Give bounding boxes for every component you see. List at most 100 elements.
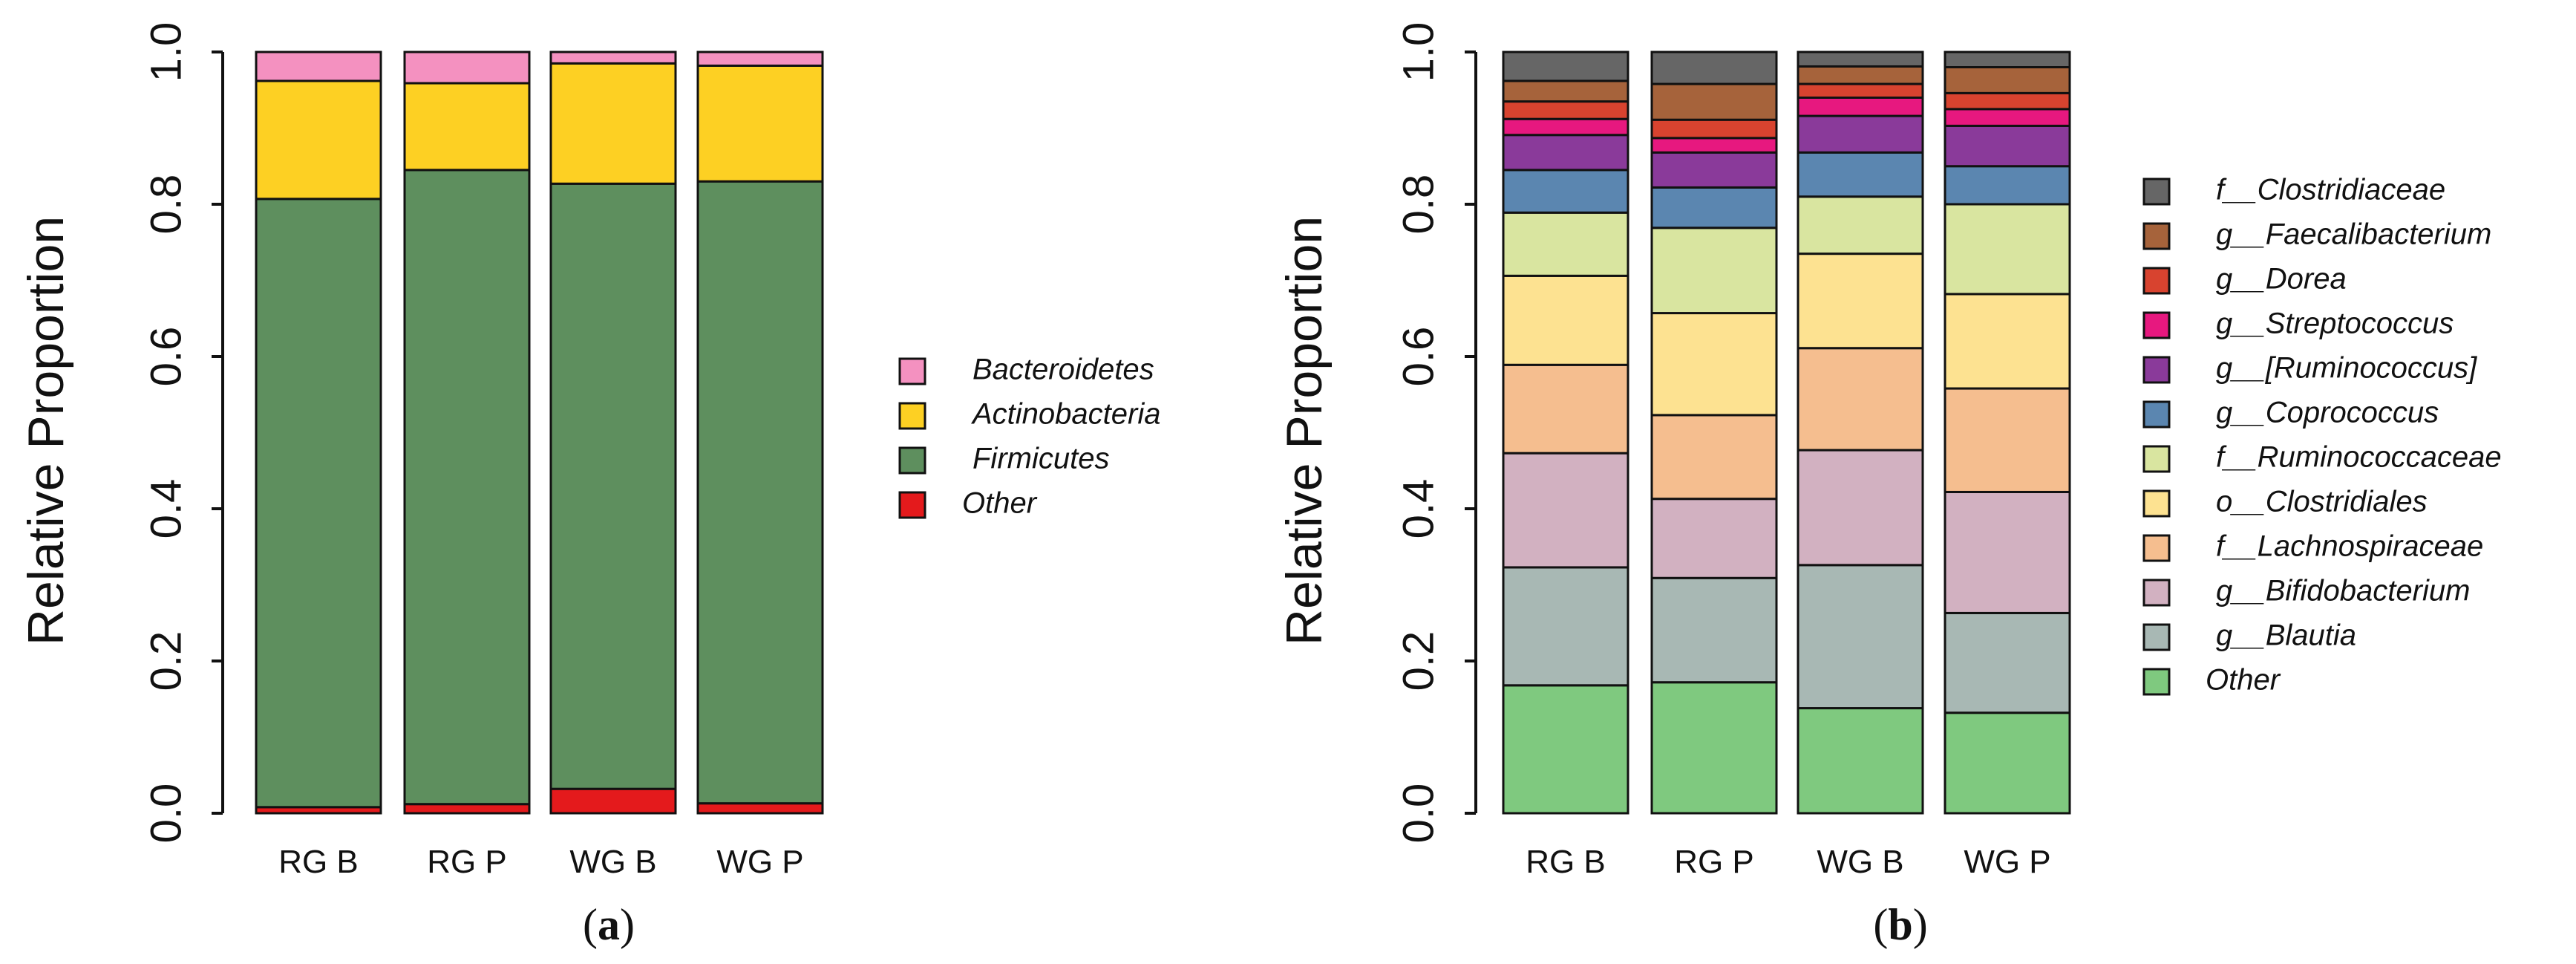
panel-b-bar-segment-f-clostridiaceae: [1502, 51, 1629, 82]
panel-b-bar-segment-g-streptococcus: [1797, 97, 1924, 117]
panel-b-bar-segment-g-bifidobacterium: [1650, 498, 1778, 579]
panel-a-legend-label-bacteroidetes: Bacteroidetes: [972, 354, 1154, 386]
panel-b-bar-segment-g-bifidobacterium: [1944, 490, 2071, 614]
panel-a-bar-segment-bacteroidetes: [549, 51, 677, 65]
panel-b-legend-label-g-ruminococcus: g__[Ruminococcus]: [2216, 352, 2477, 385]
panel-b-bar-segment-other: [1944, 711, 2071, 815]
panel-b-legend-label-g-bifidobacterium: g__Bifidobacterium: [2216, 575, 2470, 608]
panel-b-bar-segment-g-ruminococcus: [1650, 151, 1778, 189]
panel-a-bar-segment-other: [549, 787, 677, 815]
panel-b-bar-segment-g-streptococcus: [1650, 137, 1778, 154]
panel-b-bar-segment-o-clostridiales: [1502, 274, 1629, 366]
panel-b-category-label: RG B: [1526, 844, 1606, 880]
panel-b-bar-segment-g-dorea: [1502, 100, 1629, 120]
panel-b-bar-segment-f-ruminococcaceae: [1502, 211, 1629, 277]
panel-b-bar-segment-g-faecalibacterium: [1797, 65, 1924, 85]
panel-a-legend-swatch-actinobacteria: [898, 402, 926, 430]
panel-b-bar-segment-g-blautia: [1944, 611, 2071, 714]
panel-b-y-tick-label: 1.0: [1394, 22, 1442, 82]
panel-a-bar-segment-actinobacteria: [255, 79, 382, 201]
panel-b-bar-segment-o-clostridiales: [1797, 253, 1924, 350]
panel-b-bar-segment-o-clostridiales: [1944, 293, 2071, 390]
panel-b-legend-swatch-g-ruminococcus: [2142, 356, 2171, 384]
panel-b-bar-segment-g-streptococcus: [1502, 117, 1629, 137]
panel-a-y-axis-label: Relative Proportion: [18, 216, 74, 645]
panel-a-y-tick-label: 0.2: [142, 631, 190, 691]
panel-b-category-label: RG P: [1674, 844, 1754, 880]
panel-b-bar-segment-g-dorea: [1944, 91, 2071, 111]
panel-b-bar-segment-g-blautia: [1797, 564, 1924, 710]
panel-a-category-label: WG B: [569, 844, 656, 880]
panel-b-bar-segment-g-dorea: [1797, 82, 1924, 100]
panel-a-bar-segment-firmicutes: [255, 198, 382, 809]
panel-b-legend-swatch-g-bifidobacterium: [2142, 579, 2171, 607]
panel-a-y-tick-label: 0.0: [142, 784, 190, 844]
panel-b-y-tick-label: 0.2: [1394, 631, 1442, 691]
panel-b-bar-segment-g-coprococcus: [1797, 151, 1924, 198]
panel-b-bars: [1502, 51, 2071, 815]
panel-b-legend-swatch-g-faecalibacterium: [2142, 222, 2171, 250]
panel-b-legend-label-f-clostridiaceae: f__Clostridiaceae: [2216, 174, 2445, 206]
panel-a-bar-segment-firmicutes: [696, 180, 824, 805]
panel-b-legend-swatch-f-clostridiaceae: [2142, 178, 2171, 206]
panel-b-bar-segment-g-coprococcus: [1650, 186, 1778, 229]
panel-b-bar-segment-g-bifidobacterium: [1502, 452, 1629, 569]
panel-b-bar-segment-g-faecalibacterium: [1650, 82, 1778, 121]
panel-a-legend: Bacteroidetes Actinobacteria Firmicutes Oth…: [898, 354, 1160, 520]
panel-b-bar-segment-f-lachnospiraceae: [1944, 387, 2071, 493]
panel-b-legend-swatch-g-streptococcus: [2142, 311, 2171, 339]
panel-b-legend-swatch-o-clostridiales: [2142, 489, 2171, 518]
panel-b-bar-segment-other: [1650, 681, 1778, 815]
panel-b-y-axis: 0.0 0.2 0.4 0.6 0.8 1.0: [1394, 22, 1477, 844]
panel-a-bar-segment-bacteroidetes: [696, 51, 824, 67]
panel-b-bar-segment-f-ruminococcaceae: [1650, 227, 1778, 315]
panel-a-bar-segment-bacteroidetes: [255, 51, 382, 82]
panel-a-y-tick-label: 0.4: [142, 479, 190, 539]
panel-a-bar-segment-other: [403, 803, 531, 815]
panel-b-y-axis-label: Relative Proportion: [1276, 216, 1333, 645]
panel-b-legend: f__Clostridiaceae g__Faecalibacterium g__D…: [2142, 174, 2502, 697]
panel-b-category-labels: RG B RG P WG B WG P: [1526, 844, 2050, 880]
panel-b-bar-segment-other: [1502, 684, 1629, 815]
panel-b-legend-swatch-g-dorea: [2142, 267, 2171, 295]
panel-b-legend-label-o-clostridiales: o__Clostridiales: [2216, 486, 2428, 518]
panel-a-bar-segment-firmicutes: [403, 169, 531, 806]
panel-a-chart: 0.0 0.2 0.4 0.6 0.8 1.0 Relative Proportion R…: [18, 22, 1160, 880]
panel-b-bar-segment-g-ruminococcus: [1797, 114, 1924, 154]
panel-b-category-label: WG P: [1964, 844, 2050, 880]
panel-b-bar-segment-g-blautia: [1650, 576, 1778, 684]
panel-b-bar-segment-f-lachnospiraceae: [1797, 347, 1924, 452]
panel-a-bar-segment-actinobacteria: [549, 62, 677, 185]
panel-b-category-label: WG B: [1817, 844, 1903, 880]
panel-b-legend-label-g-dorea: g__Dorea: [2216, 263, 2347, 296]
panel-b-legend-label-g-streptococcus: g__Streptococcus: [2216, 307, 2454, 340]
panel-b-bar-segment-g-blautia: [1502, 566, 1629, 687]
panel-b-legend-swatch-f-lachnospiraceae: [2142, 534, 2171, 562]
panel-b-bar-segment-o-clostridiales: [1650, 312, 1778, 417]
panel-b-y-tick-label: 0.6: [1394, 327, 1442, 387]
panel-b-bar-segment-f-clostridiaceae: [1797, 51, 1924, 68]
panel-a-legend-swatch-bacteroidetes: [898, 357, 926, 385]
panel-b-y-tick-label: 0.0: [1394, 784, 1442, 844]
panel-label-b: (b): [1873, 900, 1927, 949]
panel-b-legend-swatch-g-coprococcus: [2142, 400, 2171, 429]
panel-b-bar-segment-g-dorea: [1650, 118, 1778, 140]
panel-b-legend-label-f-ruminococcaceae: f__Ruminococcaceae: [2216, 441, 2502, 474]
panel-a-y-tick-label: 0.6: [142, 327, 190, 387]
panel-b-bar-segment-g-faecalibacterium: [1502, 79, 1629, 103]
panel-a-bar-segment-firmicutes: [549, 182, 677, 790]
panel-a-y-tick-label: 0.8: [142, 175, 190, 235]
panel-b-y-tick-label: 0.8: [1394, 175, 1442, 235]
panel-b-bar-segment-f-clostridiaceae: [1944, 51, 2071, 68]
panel-b-legend-label-other: Other: [2206, 664, 2281, 697]
panel-a-category-label: RG B: [278, 844, 359, 880]
panel-b-bar-segment-g-streptococcus: [1944, 108, 2071, 127]
panel-a-category-labels: RG B RG P WG B WG P: [278, 844, 803, 880]
panel-a-bar-segment-other: [696, 802, 824, 815]
panel-a-legend-label-other: Other: [962, 487, 1038, 520]
panel-b-legend-label-g-faecalibacterium: g__Faecalibacterium: [2216, 218, 2491, 251]
panel-a-category-label: RG P: [427, 844, 507, 880]
panel-b-bar-segment-f-lachnospiraceae: [1650, 414, 1778, 501]
panel-b-bar-segment-f-ruminococcaceae: [1797, 195, 1924, 255]
